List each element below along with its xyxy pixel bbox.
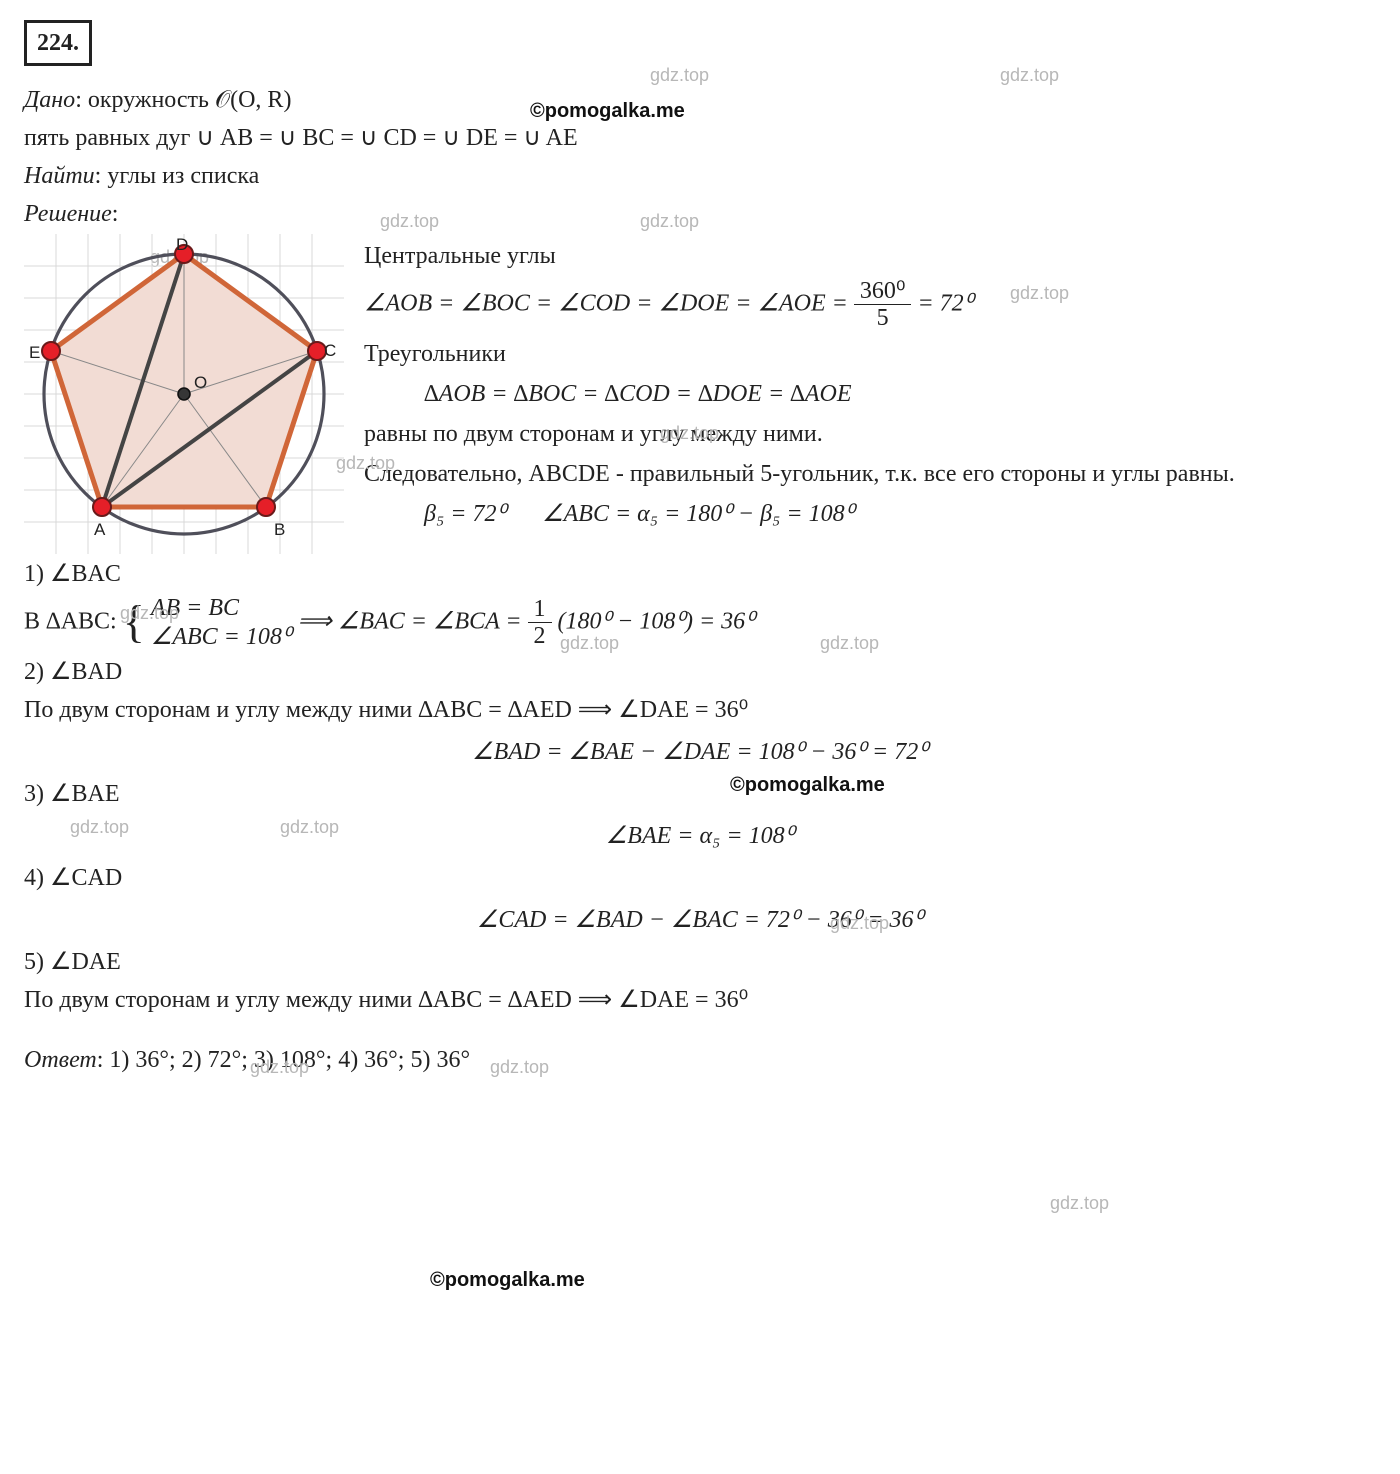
beta-eq: β₅ = 72⁰ ∠ABC = α₅ = 180⁰ − β₅ = 108⁰ bbox=[364, 496, 1376, 532]
pentagon-text: Следовательно, ABCDE - правильный 5-угол… bbox=[364, 456, 1376, 492]
watermark: gdz.top bbox=[1050, 1190, 1109, 1217]
answer-text: : 1) 36°; 2) 72°; 3) 108°; 4) 36°; 5) 36… bbox=[97, 1047, 470, 1073]
solution-line: Решение: bbox=[24, 196, 1376, 232]
part1-head: 1) ∠BAC bbox=[24, 556, 1376, 592]
central-eq-left: ∠AOB = ∠BOC = ∠COD = ∠DOE = ∠AOE = bbox=[364, 290, 854, 316]
triangles-congruent: равны по двум сторонам и углу между ними… bbox=[364, 416, 1376, 452]
label-o: O bbox=[194, 370, 207, 396]
given-label: Дано bbox=[24, 87, 75, 113]
frac-num: 360⁰ bbox=[854, 278, 912, 305]
part5-head: 5) ∠DAE bbox=[24, 944, 1376, 980]
find-line: Найти: углы из списка bbox=[24, 158, 1376, 194]
left-brace: { bbox=[123, 604, 145, 641]
central-angles-title: Центральные углы bbox=[364, 238, 1376, 274]
half-num: 1 bbox=[528, 596, 552, 623]
central-eq-right: = 72⁰ bbox=[917, 290, 973, 316]
part2-head: 2) ∠BAD bbox=[24, 654, 1376, 690]
half-frac: 1 2 bbox=[528, 596, 552, 650]
part1-intro: В ∆ABC: bbox=[24, 608, 123, 634]
find-text: : углы из списка bbox=[95, 163, 260, 189]
pentagon-figure: D C B A E O bbox=[24, 234, 344, 554]
frac-den: 5 bbox=[854, 305, 912, 331]
part2-line2: ∠BAD = ∠BAE − ∠DAE = 108⁰ − 36⁰ = 72⁰ bbox=[24, 734, 1376, 770]
part1-arrow: ⟹ ∠BAC = ∠BCA = bbox=[297, 608, 527, 634]
part1-body: В ∆ABC: { AB = BC ∠ABC = 108⁰ ⟹ ∠BAC = ∠… bbox=[24, 594, 1376, 652]
triangles-title: Треугольники bbox=[364, 336, 1376, 372]
arcs-line: пять равных дуг ∪ AB = ∪ BC = ∪ CD = ∪ D… bbox=[24, 120, 1376, 156]
label-e: E bbox=[29, 340, 40, 366]
part4-eq: ∠CAD = ∠BAD − ∠BAC = 72⁰ − 36⁰ = 36⁰ bbox=[24, 902, 1376, 938]
label-c: C bbox=[324, 338, 336, 364]
solution-colon: : bbox=[112, 201, 119, 227]
sys1: AB = BC bbox=[151, 594, 292, 623]
answer-line: Ответ: 1) 36°; 2) 72°; 3) 108°; 4) 36°; … bbox=[24, 1042, 1376, 1078]
part1-bracket: (180⁰ − 108⁰) = 36⁰ bbox=[558, 608, 755, 634]
problem-number: 224. bbox=[24, 20, 92, 66]
sys2: ∠ABC = 108⁰ bbox=[151, 623, 292, 652]
label-d: D bbox=[176, 232, 188, 258]
answer-label: Ответ bbox=[24, 1047, 97, 1073]
find-label: Найти bbox=[24, 163, 95, 189]
half-den: 2 bbox=[528, 623, 552, 649]
solution-label: Решение bbox=[24, 201, 112, 227]
copyright: ©pomogalka.me bbox=[430, 1265, 585, 1295]
given-text: : окружность 𝒪(O, R) bbox=[75, 87, 291, 113]
label-b: B bbox=[274, 517, 285, 543]
triangles-eq: ∆AOB = ∆BOC = ∆COD = ∆DOE = ∆AOE bbox=[364, 376, 1376, 412]
part3-head: 3) ∠BAE bbox=[24, 776, 1376, 812]
part5-line: По двум сторонам и углу между ними ∆ABC … bbox=[24, 982, 1376, 1018]
part3-eq: ∠BAE = α₅ = 108⁰ bbox=[24, 818, 1376, 854]
part1-system: { AB = BC ∠ABC = 108⁰ bbox=[123, 594, 292, 652]
part4-head: 4) ∠CAD bbox=[24, 860, 1376, 896]
central-angles-eq: ∠AOB = ∠BOC = ∠COD = ∠DOE = ∠AOE = 360⁰ … bbox=[364, 278, 1376, 332]
label-a: A bbox=[94, 517, 105, 543]
given-line: Дано: окружность 𝒪(O, R) bbox=[24, 82, 1376, 118]
part2-line1: По двум сторонам и углу между ними ∆ABC … bbox=[24, 692, 1376, 728]
central-frac: 360⁰ 5 bbox=[854, 278, 912, 332]
